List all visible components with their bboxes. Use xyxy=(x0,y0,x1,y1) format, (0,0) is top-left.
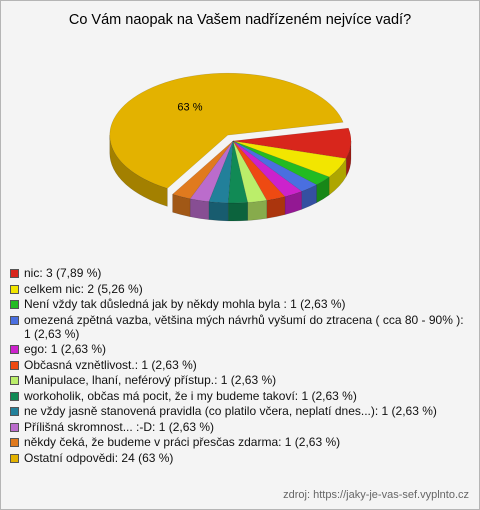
slice xyxy=(232,140,347,178)
legend: nic: 3 (7,89 %) celkem nic: 2 (5,26 %) Nen… xyxy=(10,266,472,466)
legend-label: ego: 1 (2,63 %) xyxy=(24,342,107,356)
slice xyxy=(232,127,352,159)
legend-label: ne vždy jasně stanovená pravidla (co pla… xyxy=(24,404,437,418)
legend-item: workoholik, občas má pocit, že i my bude… xyxy=(10,389,472,403)
legend-item: Přílišná skromnost... :-D: 1 (2,63 %) xyxy=(10,420,472,434)
legend-swatch xyxy=(10,391,19,401)
legend-item: ego: 1 (2,63 %) xyxy=(10,342,472,356)
slice xyxy=(189,140,234,202)
legend-swatch xyxy=(10,284,19,294)
legend-item: Občasná vznětlivost.: 1 (2,63 %) xyxy=(10,358,472,372)
legend-item: celkem nic: 2 (5,26 %) xyxy=(10,282,472,296)
slice-label: 63 % xyxy=(177,101,202,113)
legend-item: nic: 3 (7,89 %) xyxy=(10,266,472,280)
slice xyxy=(232,140,286,201)
legend-item: Není vždy tak důsledná jak by někdy mohl… xyxy=(10,297,472,311)
slice xyxy=(232,140,268,203)
legend-swatch xyxy=(10,315,19,325)
legend-label: Občasná vznětlivost.: 1 (2,63 %) xyxy=(24,357,197,372)
chart-title: Co Vám naopak na Vašem nadřízeném nejvíc… xyxy=(69,12,411,28)
legend-label: omezená zpětná vazba, většina mých návrh… xyxy=(24,312,464,341)
legend-swatch xyxy=(10,300,19,309)
legend-swatch xyxy=(10,376,19,385)
chart: Co Vám naopak na Vašem nadřízeném nejvíc… xyxy=(69,12,411,222)
legend-swatch xyxy=(10,269,19,278)
slice xyxy=(109,72,344,189)
legend-swatch xyxy=(10,453,19,463)
legend-swatch xyxy=(10,438,19,447)
legend-swatch xyxy=(10,345,19,354)
legend-label: celkem nic: 2 (5,26 %) xyxy=(24,281,143,296)
legend-item: někdy čeká, že budeme v práci přesčas zd… xyxy=(10,435,472,449)
legend-label: workoholik, občas má pocit, že i my bude… xyxy=(24,388,357,403)
source: zdroj: https://jaky-je-vas-sef.vyplnto.c… xyxy=(283,489,469,501)
legend-label: Není vždy tak důsledná jak by někdy mohl… xyxy=(24,297,346,311)
legend-swatch xyxy=(10,422,19,432)
legend-swatch xyxy=(10,407,19,416)
slice-side xyxy=(247,200,268,221)
legend-item: omezená zpětná vazba, většina mých návrh… xyxy=(10,313,472,341)
legend-item: Manipulace, lhaní, neférový přístup.: 1 … xyxy=(10,373,472,387)
legend-label: nic: 3 (7,89 %) xyxy=(24,266,102,280)
slice-side xyxy=(208,201,229,222)
legend-swatch xyxy=(10,360,19,370)
legend-label: Přílišná skromnost... :-D: 1 (2,63 %) xyxy=(24,419,215,434)
legend-label: Manipulace, lhaní, neférový přístup.: 1 … xyxy=(24,373,277,387)
slice-side xyxy=(189,198,210,220)
slice xyxy=(227,140,248,204)
slice xyxy=(232,140,330,186)
slice xyxy=(232,140,318,192)
legend-item: ne vždy jasně stanovená pravidla (co pla… xyxy=(10,404,472,418)
slice xyxy=(172,140,234,200)
legend-label: Ostatní odpovědi: 24 (63 %) xyxy=(24,450,174,465)
legend-label: někdy čeká, že budeme v práci přesčas zd… xyxy=(24,435,341,449)
slice xyxy=(208,140,234,204)
slice xyxy=(232,140,303,197)
legend-item: Ostatní odpovědi: 24 (63 %) xyxy=(10,451,472,465)
slice-side xyxy=(227,202,248,222)
